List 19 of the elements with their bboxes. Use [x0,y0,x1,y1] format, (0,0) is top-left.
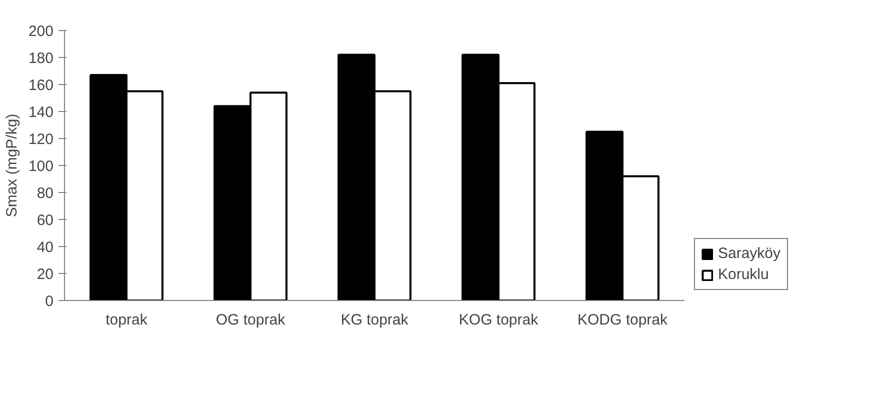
x-tick-label: KG toprak [340,312,409,328]
y-tick-label: 20 [36,266,54,283]
legend-label: Koruklu [718,266,769,283]
y-axis-title: Smax (mgP/kg) [3,114,20,218]
x-tick-label: KOG toprak [458,312,539,328]
y-tick-label: 120 [28,131,54,148]
y-tick-label: 180 [28,50,54,67]
y-tick-label: 200 [28,23,54,40]
y-tick-label: 60 [36,212,54,229]
x-tick-label: KODG toprak [577,312,668,328]
x-tick-label: toprak [106,312,148,328]
y-tick-label: 140 [28,104,54,121]
y-tick-label: 160 [28,77,54,94]
y-tick-label: 0 [45,293,54,310]
y-tick-label: 80 [36,185,54,202]
y-tick-label: 100 [28,158,54,175]
legend-label: Sarayköy [718,245,781,262]
y-tick-label: 40 [36,239,54,256]
x-tick-label: OG toprak [216,312,286,328]
